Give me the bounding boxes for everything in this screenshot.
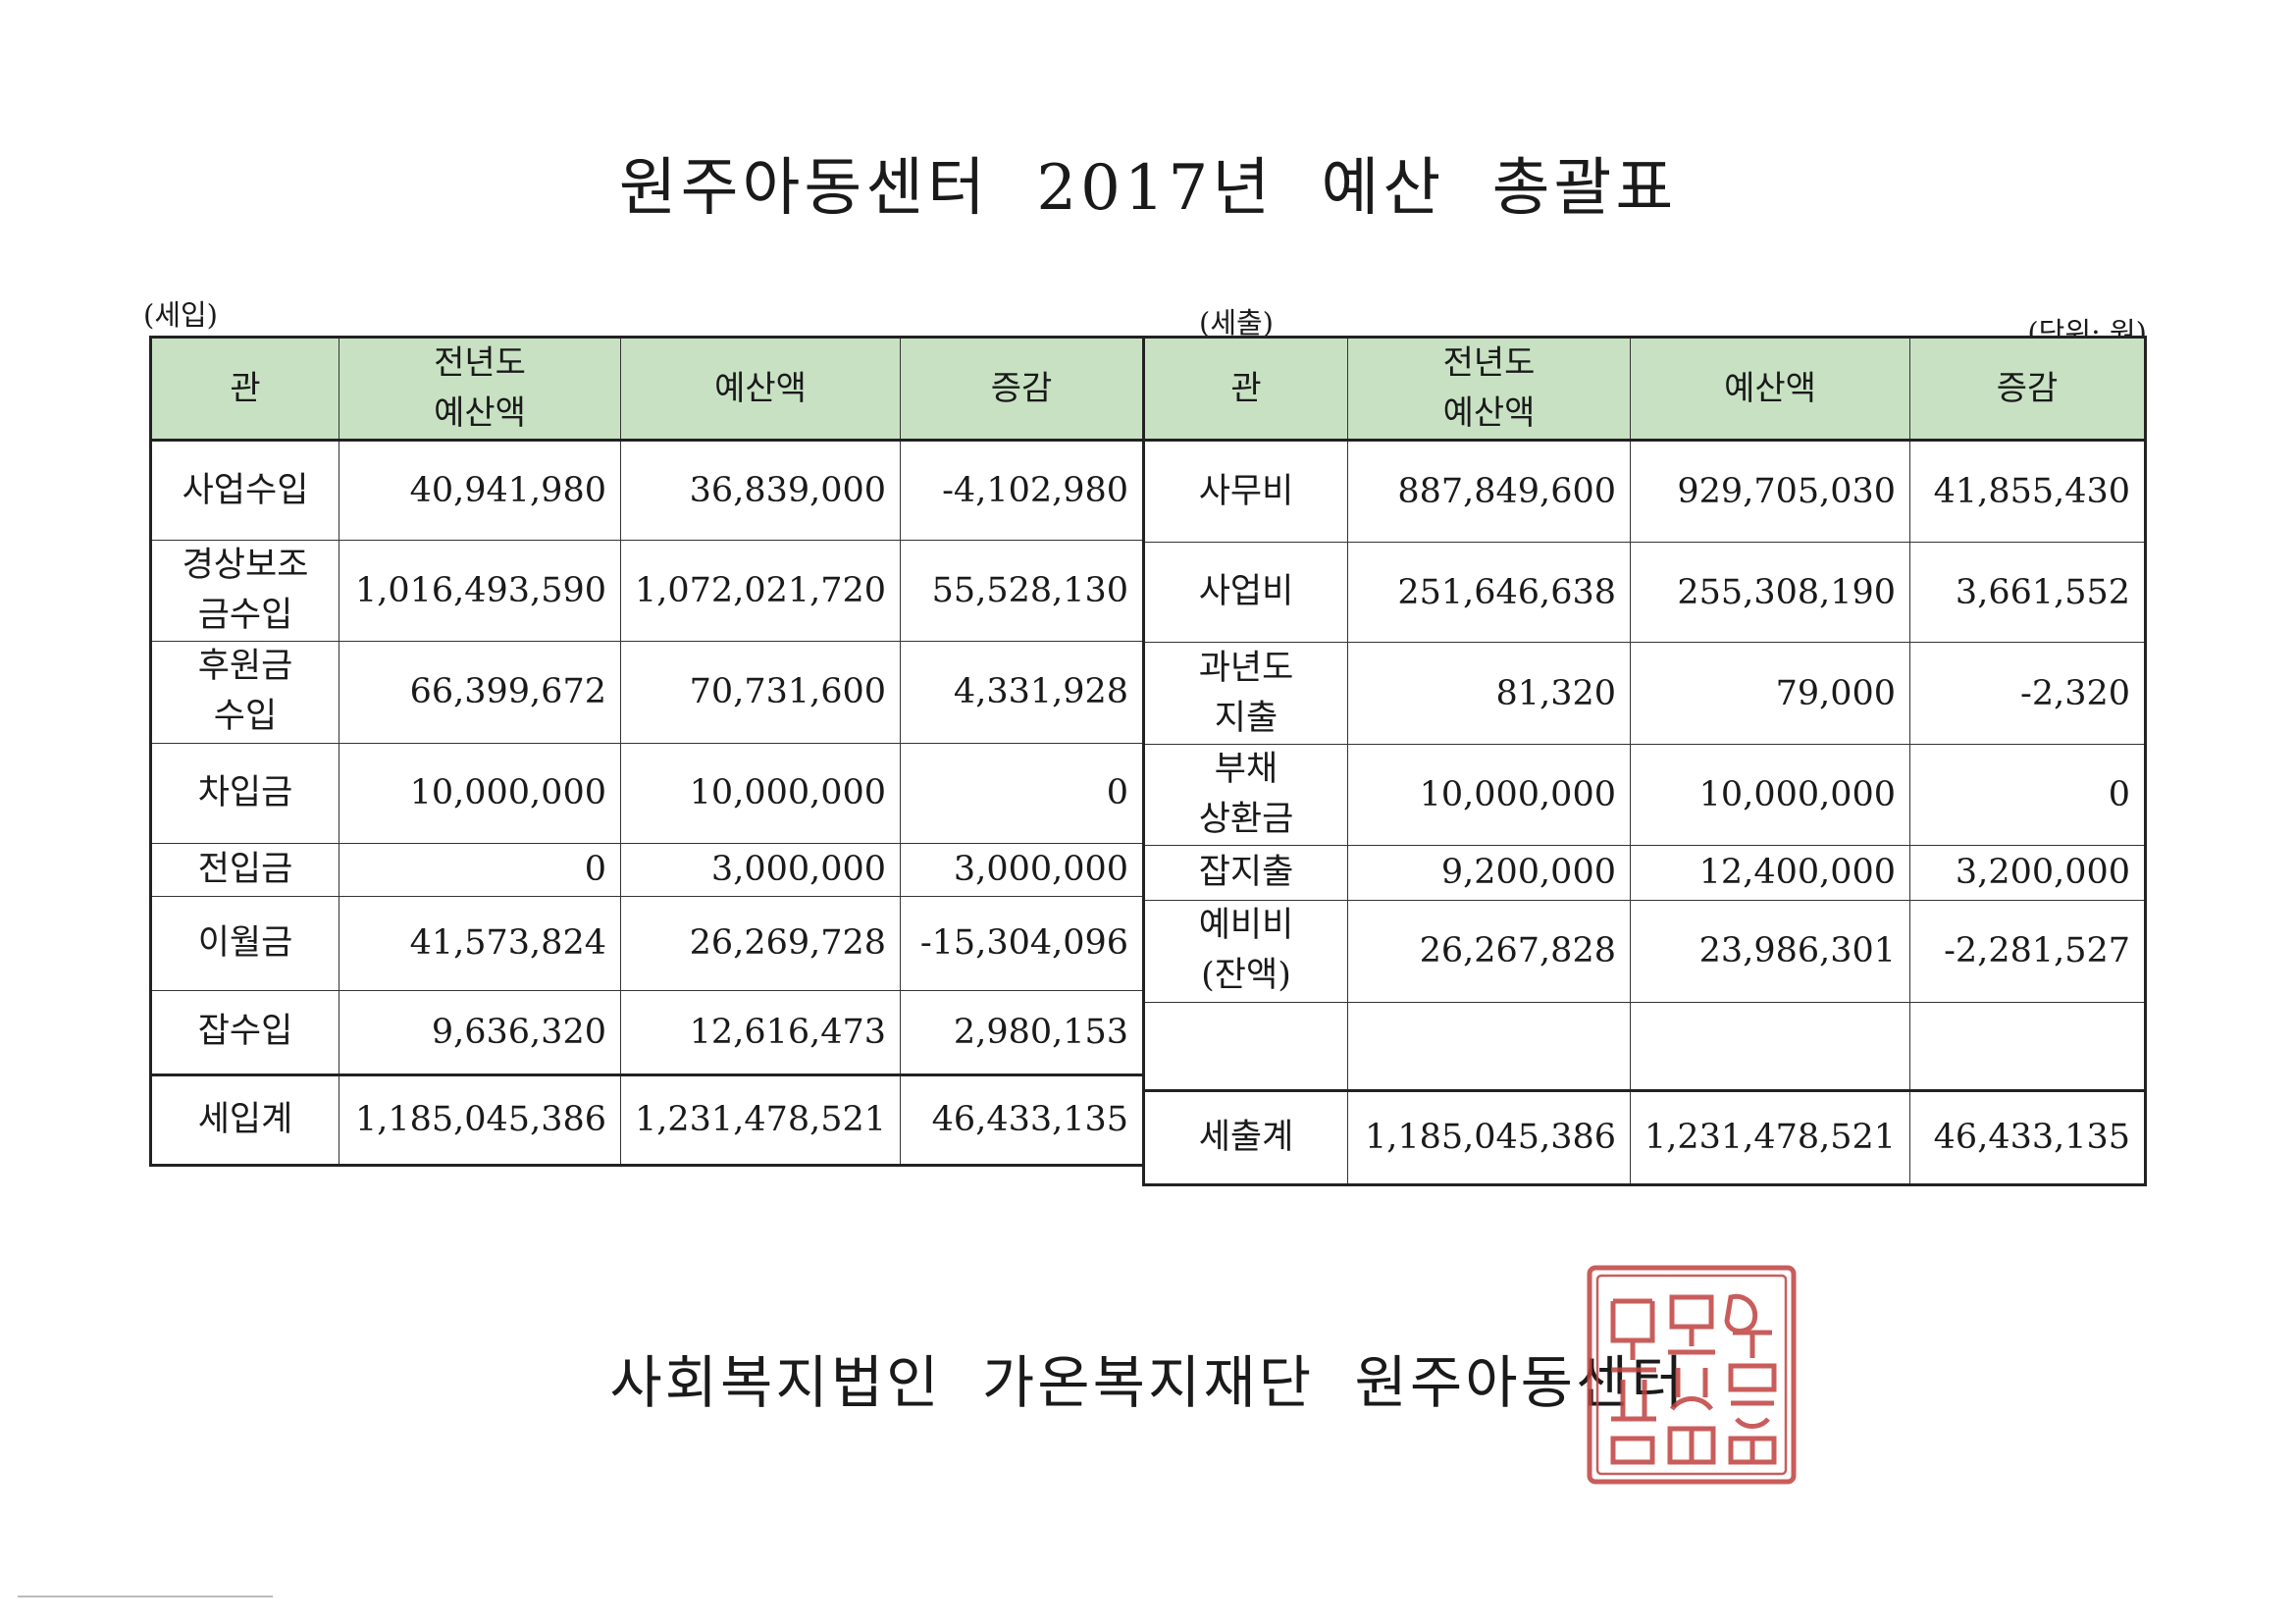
- table-row: 잡수입 9,636,320 12,616,473 2,980,153: [150, 989, 1145, 1075]
- table-row: 후원금 수입 66,399,672 70,731,600 4,331,928: [150, 640, 1145, 744]
- income-table: 관 전년도 예산액 예산액 증감 사업수입 40,941,980 36,839,0…: [149, 336, 1146, 1167]
- row-prev-budget: 10,000,000: [1347, 744, 1631, 846]
- total-prev-budget: 1,185,045,386: [1347, 1088, 1631, 1185]
- row-prev-budget: 887,849,600: [1347, 440, 1631, 543]
- row-prev-budget: 81,320: [1347, 642, 1631, 745]
- expense-section-label: (세출): [1199, 306, 1274, 340]
- table-row: 부채 상환금 10,000,000 10,000,000 0: [1143, 744, 2147, 846]
- total-change: 46,433,135: [1909, 1088, 2147, 1185]
- row-prev-budget: 26,267,828: [1347, 899, 1631, 1003]
- row-category: 전입금: [150, 842, 339, 897]
- table-row: [1143, 1001, 2147, 1091]
- row-budget: 3,000,000: [619, 842, 902, 897]
- row-category: 차입금: [150, 742, 339, 844]
- official-seal: [1587, 1265, 1797, 1485]
- row-budget: 70,731,600: [619, 640, 902, 744]
- row-category: 예비비 (잔액): [1143, 899, 1348, 1003]
- header-budget: 예산액: [1629, 337, 1911, 442]
- row-prev-budget: 41,573,824: [339, 895, 621, 991]
- total-budget: 1,231,478,521: [619, 1073, 902, 1166]
- row-category: 과년도 지출: [1143, 642, 1348, 745]
- row-category: 사업수입: [150, 440, 339, 541]
- row-budget: [1629, 1001, 1911, 1091]
- total-change: 46,433,135: [900, 1073, 1145, 1166]
- row-prev-budget: 10,000,000: [339, 742, 621, 844]
- expense-header-row: 관 전년도 예산액 예산액 증감: [1143, 337, 2147, 442]
- table-row: 이월금 41,573,824 26,269,728 -15,304,096: [150, 895, 1145, 991]
- row-budget: 12,400,000: [1629, 844, 1911, 901]
- row-change: 2,980,153: [900, 989, 1145, 1075]
- row-budget: 10,000,000: [1629, 744, 1911, 846]
- row-change: 41,855,430: [1909, 440, 2147, 543]
- row-change: -15,304,096: [900, 895, 1145, 991]
- income-section-label: (세입): [143, 298, 218, 332]
- row-category: 사업비: [1143, 542, 1348, 643]
- row-change: 0: [1909, 744, 2147, 846]
- row-prev-budget: 9,200,000: [1347, 844, 1631, 901]
- row-category: 잡수입: [150, 989, 339, 1075]
- row-budget: 23,986,301: [1629, 899, 1911, 1003]
- table-row: 잡지출 9,200,000 12,400,000 3,200,000: [1143, 844, 2147, 901]
- row-change: [1909, 1001, 2147, 1091]
- table-row: 전입금 0 3,000,000 3,000,000: [150, 842, 1145, 897]
- row-category: 경상보조 금수입: [150, 540, 339, 642]
- row-budget: 36,839,000: [619, 440, 902, 541]
- table-row: 사업수입 40,941,980 36,839,000 -4,102,980: [150, 440, 1145, 541]
- row-change: 4,331,928: [900, 640, 1145, 744]
- total-label: 세출계: [1143, 1088, 1348, 1185]
- row-prev-budget: 66,399,672: [339, 640, 621, 744]
- divider: [18, 1596, 273, 1597]
- header-change: 증감: [1909, 337, 2147, 442]
- row-prev-budget: 40,941,980: [339, 440, 621, 541]
- row-category: 잡지출: [1143, 844, 1348, 901]
- total-budget: 1,231,478,521: [1629, 1088, 1911, 1185]
- row-budget: 79,000: [1629, 642, 1911, 745]
- row-change: -2,281,527: [1909, 899, 2147, 1003]
- table-row: 사업비 251,646,638 255,308,190 3,661,552: [1143, 542, 2147, 643]
- income-header-row: 관 전년도 예산액 예산액 증감: [150, 337, 1145, 442]
- header-change: 증감: [900, 337, 1145, 442]
- row-change: 3,200,000: [1909, 844, 2147, 901]
- header-prev-budget: 전년도 예산액: [1347, 337, 1631, 442]
- row-change: 3,000,000: [900, 842, 1145, 897]
- row-budget: 26,269,728: [619, 895, 902, 991]
- row-category: 후원금 수입: [150, 640, 339, 744]
- row-budget: 255,308,190: [1629, 542, 1911, 643]
- row-budget: 1,072,021,720: [619, 540, 902, 642]
- table-row: 예비비 (잔액) 26,267,828 23,986,301 -2,281,527: [1143, 899, 2147, 1003]
- row-budget: 10,000,000: [619, 742, 902, 844]
- row-prev-budget: 0: [339, 842, 621, 897]
- expense-table: 관 전년도 예산액 예산액 증감 사무비 887,849,600 929,705,…: [1142, 336, 2148, 1186]
- row-category: 이월금: [150, 895, 339, 991]
- row-budget: 12,616,473: [619, 989, 902, 1075]
- total-prev-budget: 1,185,045,386: [339, 1073, 621, 1166]
- expense-total-row: 세출계 1,185,045,386 1,231,478,521 46,433,1…: [1143, 1088, 2147, 1185]
- header-category: 관: [150, 337, 339, 442]
- table-row: 차입금 10,000,000 10,000,000 0: [150, 742, 1145, 844]
- table-row: 경상보조 금수입 1,016,493,590 1,072,021,720 55,5…: [150, 540, 1145, 642]
- row-category: [1143, 1001, 1348, 1091]
- header-budget: 예산액: [619, 337, 902, 442]
- row-category: 사무비: [1143, 440, 1348, 543]
- income-total-row: 세입계 1,185,045,386 1,231,478,521 46,433,1…: [150, 1073, 1145, 1166]
- table-row: 과년도 지출 81,320 79,000 -2,320: [1143, 642, 2147, 745]
- row-prev-budget: [1347, 1001, 1631, 1091]
- header-prev-budget: 전년도 예산액: [339, 337, 621, 442]
- organization-name: 사회복지법인 가온복지재단 원주아동센터: [609, 1349, 1687, 1416]
- header-category: 관: [1143, 337, 1348, 442]
- page-title: 원주아동센터 2017년 예산 총괄표: [618, 152, 1678, 225]
- row-budget: 929,705,030: [1629, 440, 1911, 543]
- row-category: 부채 상환금: [1143, 744, 1348, 846]
- row-change: 55,528,130: [900, 540, 1145, 642]
- row-change: -2,320: [1909, 642, 2147, 745]
- total-label: 세입계: [150, 1073, 339, 1166]
- row-change: 0: [900, 742, 1145, 844]
- row-change: 3,661,552: [1909, 542, 2147, 643]
- table-row: 사무비 887,849,600 929,705,030 41,855,430: [1143, 440, 2147, 543]
- row-prev-budget: 251,646,638: [1347, 542, 1631, 643]
- row-prev-budget: 9,636,320: [339, 989, 621, 1075]
- row-change: -4,102,980: [900, 440, 1145, 541]
- row-prev-budget: 1,016,493,590: [339, 540, 621, 642]
